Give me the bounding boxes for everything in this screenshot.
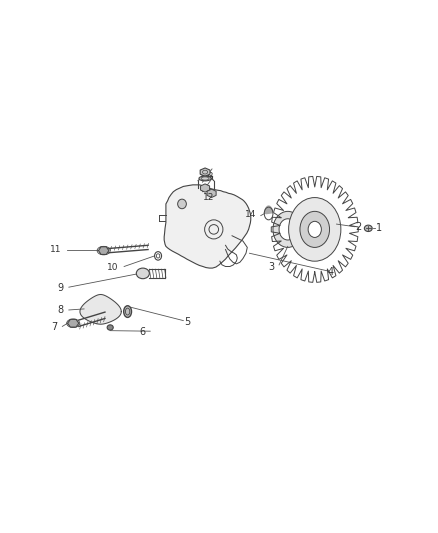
- Ellipse shape: [289, 198, 341, 261]
- Polygon shape: [80, 295, 121, 324]
- Text: 10: 10: [107, 263, 119, 271]
- Text: 8: 8: [57, 305, 64, 315]
- Polygon shape: [67, 319, 79, 327]
- Polygon shape: [201, 184, 210, 192]
- Text: 12: 12: [203, 193, 215, 202]
- Text: 13: 13: [203, 172, 215, 181]
- Ellipse shape: [199, 176, 211, 181]
- Ellipse shape: [136, 268, 149, 279]
- Ellipse shape: [273, 212, 303, 247]
- Polygon shape: [200, 168, 210, 176]
- Text: 6: 6: [139, 327, 145, 337]
- Text: 11: 11: [50, 245, 61, 254]
- Text: 4: 4: [328, 267, 334, 277]
- Text: 7: 7: [51, 322, 57, 332]
- Ellipse shape: [124, 306, 131, 317]
- Polygon shape: [99, 247, 109, 254]
- Ellipse shape: [300, 212, 329, 247]
- Text: 3: 3: [268, 262, 275, 271]
- Ellipse shape: [308, 221, 321, 237]
- Text: 14: 14: [244, 210, 256, 219]
- Text: 2: 2: [356, 222, 362, 232]
- Ellipse shape: [364, 225, 372, 231]
- Ellipse shape: [178, 199, 186, 209]
- Ellipse shape: [279, 219, 297, 240]
- Polygon shape: [265, 206, 273, 214]
- Polygon shape: [207, 189, 216, 197]
- Ellipse shape: [107, 325, 113, 330]
- Text: 5: 5: [184, 317, 191, 327]
- Polygon shape: [164, 185, 251, 268]
- Text: 9: 9: [57, 282, 64, 293]
- Text: 1: 1: [376, 223, 382, 233]
